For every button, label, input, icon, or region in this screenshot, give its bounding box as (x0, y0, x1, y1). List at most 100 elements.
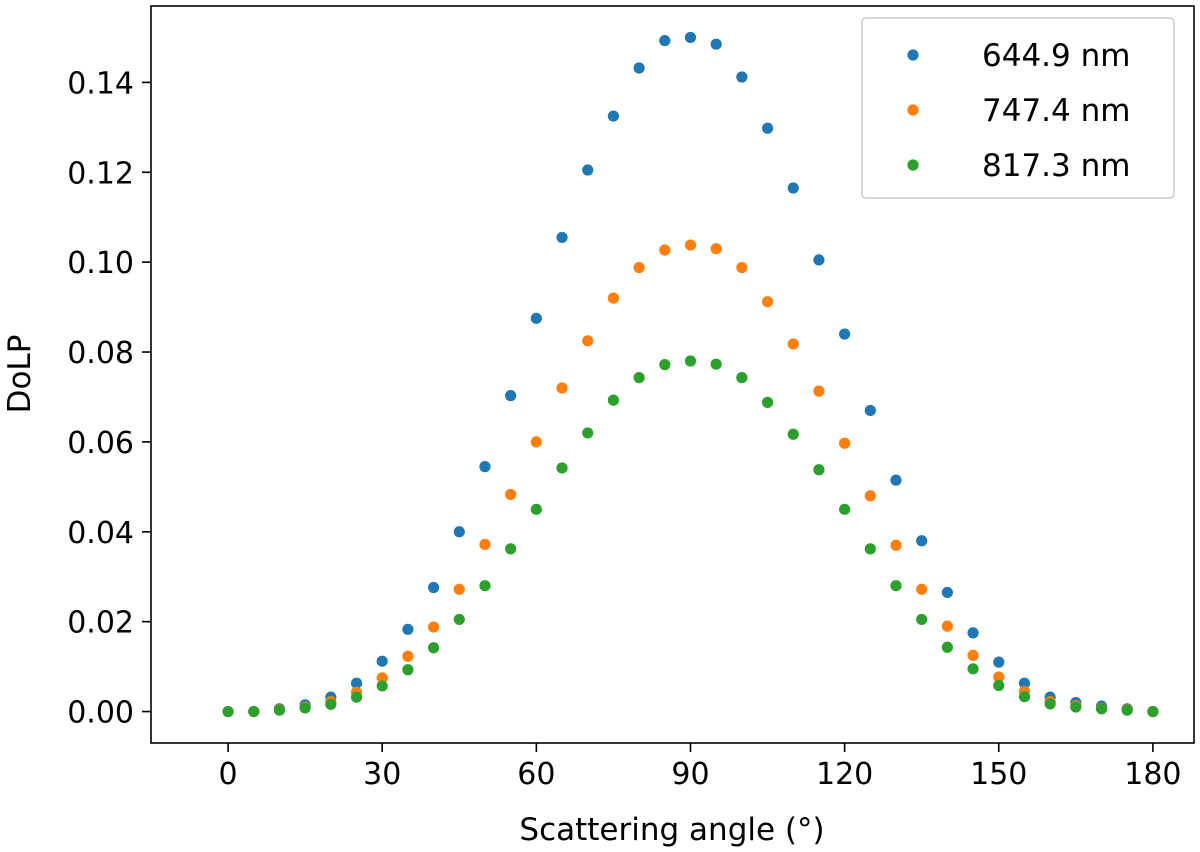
y-tick-label: 0.12 (67, 156, 134, 191)
data-point-series-2 (941, 620, 953, 632)
y-axis: 0.00 0.02 0.04 0.06 0.08 0.10 0.12 0.14 (67, 66, 151, 731)
data-point-series-3 (273, 704, 286, 716)
data-point-series-3 (864, 543, 876, 555)
legend-marker-series-3 (907, 159, 919, 171)
data-point-series-2 (761, 296, 774, 308)
data-point-series-1 (582, 164, 594, 176)
data-point-series-3 (427, 642, 440, 654)
data-point-series-2 (864, 490, 876, 502)
data-point-series-1 (427, 581, 440, 594)
data-point-series-1 (967, 627, 979, 639)
data-point-series-3 (1044, 698, 1056, 710)
data-point-series-3 (684, 355, 697, 367)
data-point-series-3 (736, 372, 748, 384)
x-tick-label: 60 (517, 757, 555, 792)
data-point-series-1 (761, 122, 774, 134)
legend-marker-series-2 (907, 104, 919, 116)
data-point-series-1 (453, 526, 465, 538)
data-point-series-3 (530, 503, 542, 515)
data-point-series-3 (350, 691, 363, 703)
data-point-series-2 (967, 649, 979, 661)
legend-label-series-2: 747.4 nm (982, 93, 1130, 129)
y-axis-label: DoLP (2, 335, 38, 414)
y-tick-label: 0.14 (67, 66, 134, 101)
data-point-series-3 (1018, 691, 1031, 703)
legend-label-series-3: 817.3 nm (982, 148, 1130, 184)
data-point-series-2 (479, 538, 491, 550)
x-tick-label: 30 (363, 757, 401, 792)
data-point-series-3 (787, 428, 799, 440)
data-point-series-1 (1018, 677, 1031, 689)
x-tick-label: 90 (671, 757, 709, 792)
x-axis: 0 30 60 90 120 150 180 (219, 743, 1182, 792)
y-tick-label: 0.08 (67, 336, 134, 371)
data-point-series-1 (530, 312, 542, 324)
data-point-series-3 (299, 702, 311, 714)
data-point-series-3 (916, 613, 928, 626)
data-point-series-1 (659, 35, 671, 47)
data-point-series-1 (916, 535, 928, 547)
data-point-series-1 (350, 677, 363, 689)
data-point-series-2 (607, 292, 620, 304)
data-point-series-1 (813, 254, 825, 266)
data-point-series-3 (761, 396, 774, 408)
data-point-series-1 (607, 110, 620, 122)
data-point-series-1 (710, 38, 722, 50)
data-point-series-3 (479, 580, 491, 592)
data-point-series-2 (684, 239, 697, 251)
data-point-series-2 (582, 335, 594, 347)
data-point-series-3 (402, 664, 414, 676)
x-axis-label: Scattering angle (°) (519, 812, 824, 848)
legend-box (861, 17, 1175, 199)
x-tick-label: 150 (970, 757, 1027, 792)
data-point-series-3 (890, 580, 902, 592)
data-point-series-3 (813, 464, 825, 476)
data-point-series-3 (582, 427, 594, 439)
data-point-series-3 (248, 705, 260, 718)
legend: 644.9 nm 747.4 nm 817.3 nm (861, 17, 1175, 199)
data-point-series-1 (941, 586, 953, 599)
data-point-series-2 (376, 672, 388, 684)
y-tick-label: 0.00 (67, 696, 134, 731)
x-tick-label: 180 (1124, 757, 1181, 792)
data-point-series-2 (453, 583, 465, 595)
data-point-series-2 (839, 437, 851, 449)
data-point-series-2 (659, 244, 671, 256)
data-point-series-3 (1095, 703, 1108, 715)
data-point-series-1 (839, 328, 851, 340)
y-tick-label: 0.02 (67, 606, 134, 641)
data-point-series-2 (916, 583, 928, 595)
data-point-series-1 (556, 231, 568, 244)
data-point-series-3 (967, 663, 979, 675)
data-point-series-1 (864, 404, 876, 417)
x-tick-label: 0 (219, 757, 238, 792)
data-point-series-2 (402, 650, 414, 662)
data-point-series-2 (556, 382, 568, 394)
data-point-series-1 (633, 62, 645, 74)
data-point-series-2 (427, 621, 440, 633)
legend-marker-series-1 (907, 49, 919, 61)
y-tick-label: 0.10 (67, 246, 134, 281)
data-point-series-2 (813, 385, 825, 397)
data-point-series-2 (530, 436, 542, 448)
data-point-series-3 (1070, 701, 1082, 713)
data-point-series-2 (787, 338, 799, 350)
plot-frame (150, 5, 1195, 744)
data-point-series-2 (505, 488, 517, 501)
data-point-series-2 (993, 671, 1005, 683)
data-point-series-1 (402, 623, 414, 635)
data-point-series-3 (941, 641, 953, 653)
data-point-series-1 (787, 182, 799, 194)
legend-label-series-1: 644.9 nm (982, 38, 1130, 74)
data-point-series-2 (710, 243, 722, 255)
data-point-series-1 (993, 656, 1005, 668)
y-tick-label: 0.06 (67, 426, 134, 461)
data-point-series-2 (633, 261, 645, 274)
data-point-series-2 (736, 261, 748, 274)
y-tick-label: 0.04 (67, 516, 134, 551)
data-point-series-3 (607, 394, 620, 406)
data-point-series-3 (376, 680, 388, 692)
data-point-series-1 (890, 474, 902, 486)
data-point-series-3 (993, 679, 1005, 692)
data-point-series-1 (479, 461, 491, 473)
